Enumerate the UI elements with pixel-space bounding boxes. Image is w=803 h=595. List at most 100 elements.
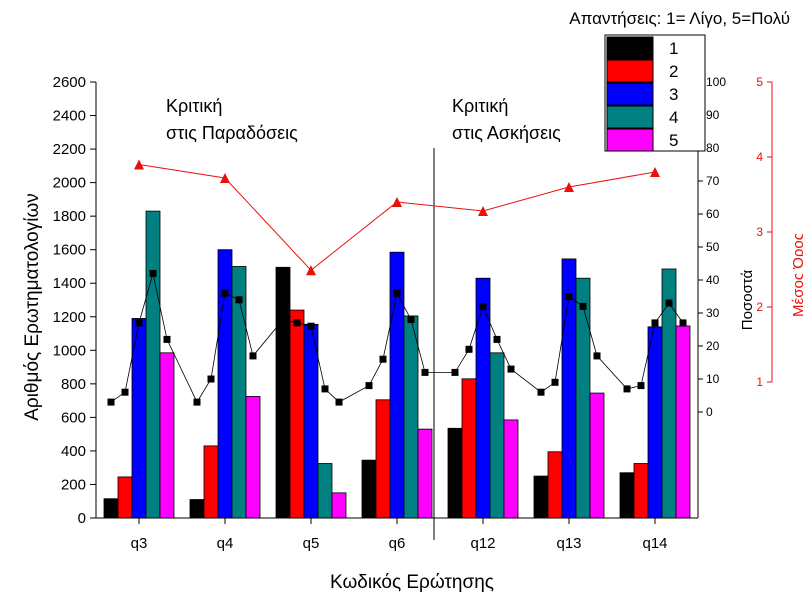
right-y-tick-label: 100 [706,75,726,89]
bar-series-4-q12 [489,352,505,519]
percent-point [279,316,287,324]
mean-point [392,197,402,207]
percent-point [579,302,587,310]
bar-series-2-q12 [461,378,477,519]
y-axis-title: Αριθμός Ερωτηματολογίων [22,193,43,421]
bar-series-2-q14 [633,463,649,519]
x-axis-title: Κωδικός Ερώτησης [330,572,494,593]
y-tick-label: 800 [61,376,86,393]
percent-point [293,319,301,327]
legend-swatch-2 [606,59,654,83]
percent-point [307,322,315,330]
bar-series-1-q13 [533,475,549,519]
right-y-tick-label: 40 [706,273,720,287]
right2-y-tick-label: 3 [756,225,763,239]
bar-series-2-q5 [289,309,305,519]
percent-point [107,398,115,406]
percent-point [421,368,429,376]
legend-label-1: 1 [669,39,678,58]
percent-point [335,398,343,406]
right-y-tick-label: 90 [706,108,720,122]
right-y-tick-label: 0 [706,405,713,419]
right2-y-tick-label: 4 [756,150,763,164]
percent-point [149,269,157,277]
bar-series-2-q4 [203,445,219,519]
bar-series-4-q6 [403,315,419,519]
bar-series-4-q4 [231,266,247,519]
x-tick-label: q5 [303,535,320,552]
annotation-exercises-line2: στις Ασκήσεις [452,123,561,143]
mean-point [564,182,574,192]
legend-title: Απαντήσεις: 1= Λίγο, 5=Πολύ [569,9,790,28]
y-tick-label: 2200 [53,141,86,158]
right2-y-tick-label: 1 [756,375,763,389]
percent-point [235,296,243,304]
mean-point [220,173,230,183]
percent-point [551,378,559,386]
x-tick-label: q6 [389,535,406,552]
bar-series-5-q3 [159,352,175,519]
percent-point [493,335,501,343]
bar-series-5-q6 [417,428,433,519]
bar-series-1-q6 [361,459,377,519]
bar-series-5-q4 [245,396,261,519]
percent-point [221,289,229,297]
annotation-exercises-line1: Κριτική [452,96,508,116]
legend-swatch-5 [606,128,654,152]
legend-label-2: 2 [669,62,678,81]
percent-point [163,335,171,343]
percent-point [407,316,415,324]
bar-series-5-q12 [503,419,519,519]
percent-point [365,382,373,390]
y-tick-label: 400 [61,443,86,460]
y-tick-label: 600 [61,409,86,426]
right-y-tick-label: 20 [706,339,720,353]
bar-series-5-q13 [589,392,605,519]
percent-point [465,345,473,353]
bar-series-2-q13 [547,451,563,519]
legend-swatch-4 [606,105,654,129]
bar-series-5-q5 [331,492,347,519]
legend-label-3: 3 [669,85,678,104]
x-tick-label: q12 [470,535,495,552]
right-y-tick-label: 80 [706,141,720,155]
percent-point [393,289,401,297]
percent-point [507,365,515,373]
bar-series-1-q12 [447,427,463,519]
percent-point [193,398,201,406]
legend-swatch-1 [606,36,654,60]
mean-point [134,159,144,170]
right-y-tick-label: 50 [706,240,720,254]
percent-point [565,293,573,300]
y-tick-label: 2600 [53,74,86,91]
right-y-tick-label: 70 [706,174,720,188]
x-tick-label: q3 [131,535,148,552]
legend-label-4: 4 [669,108,678,127]
right2-y-tick-label: 5 [756,75,763,89]
x-tick-label: q4 [217,535,234,552]
percent-point [249,352,257,360]
bar-series-2-q3 [117,476,133,519]
annotation-lectures-line2: στις Παραδόσεις [166,123,298,143]
mean-point [650,167,660,177]
percent-point [593,352,601,360]
y-tick-label: 1000 [53,342,86,359]
annotation-lectures-line1: Κριτική [166,96,222,116]
bar-series-1-q5 [275,266,291,519]
bar-series-1-q3 [103,498,119,519]
y-tick-label: 200 [61,476,86,493]
right-y-axis-title: Ποσοστά [739,269,756,330]
bar-series-3-q12 [475,277,491,519]
y-tick-label: 1200 [53,309,86,326]
y-tick-label: 2400 [53,108,86,125]
bar-series-4-q3 [145,210,161,519]
percent-point [207,375,215,383]
bar-series-1-q14 [619,472,635,519]
y-tick-label: 1400 [53,275,86,292]
x-tick-label: q13 [556,535,581,552]
percent-point [665,299,673,307]
y-tick-label: 2000 [53,175,86,192]
mean-point [478,206,488,216]
percent-point [321,385,329,393]
